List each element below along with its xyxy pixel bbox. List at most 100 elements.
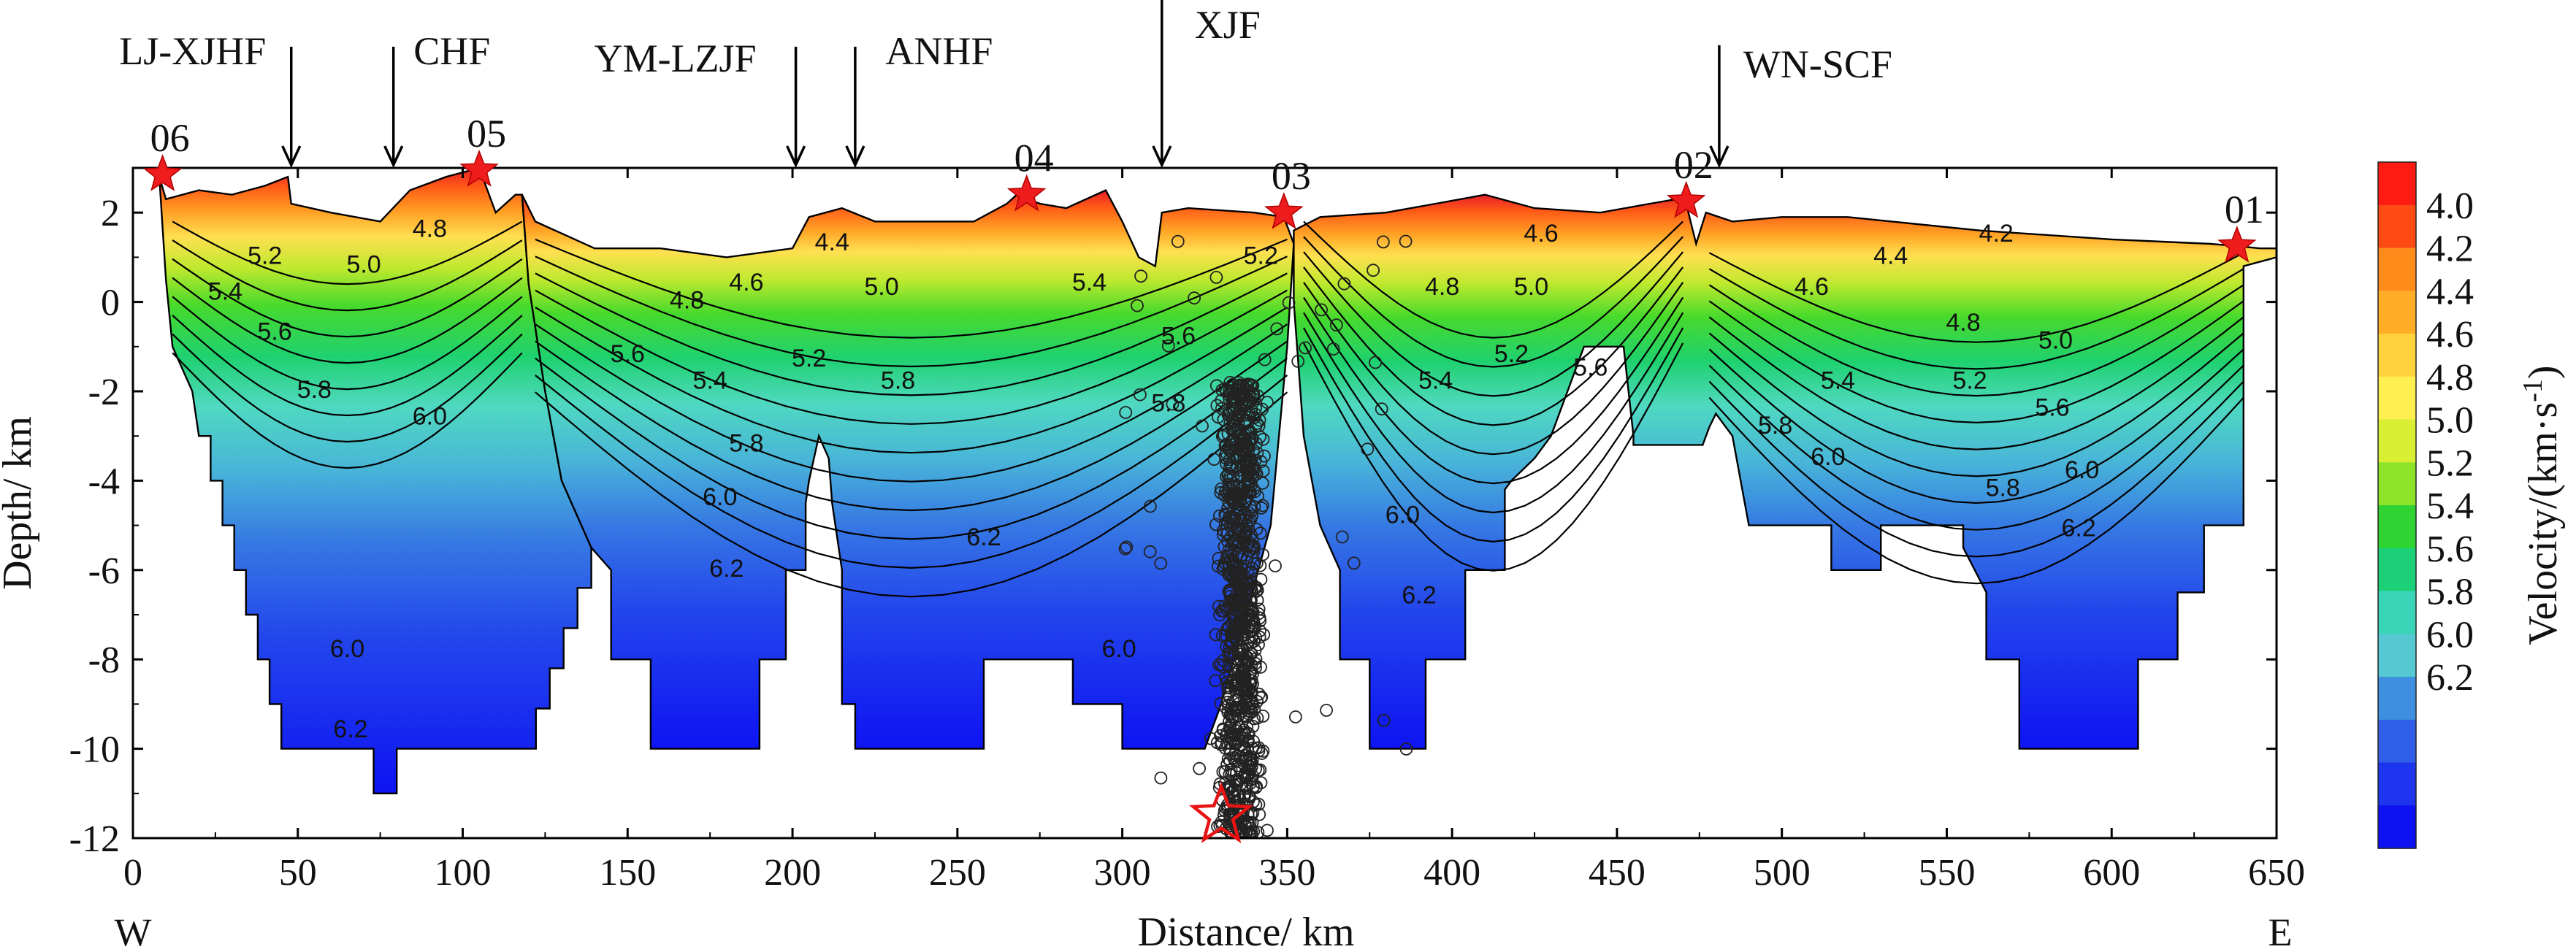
colorbar-title-exponent: -1 bbox=[2518, 379, 2548, 402]
hypocenter bbox=[1399, 742, 1413, 756]
hypocenter bbox=[1326, 342, 1340, 356]
contour-label: 5.8 bbox=[881, 367, 915, 395]
contour-east-b-line bbox=[1708, 316, 2244, 450]
hypocenter bbox=[1161, 339, 1175, 353]
hypocenter bbox=[1242, 828, 1256, 838]
contour-label: 6.0 bbox=[1101, 635, 1136, 663]
hypocenter bbox=[1245, 504, 1258, 518]
hypocenter bbox=[1249, 780, 1263, 794]
x-tick-label: 450 bbox=[1589, 852, 1646, 894]
contour-label: 4.8 bbox=[670, 287, 704, 315]
hypocenter bbox=[1261, 396, 1274, 409]
mainshock-marker bbox=[1189, 782, 1254, 843]
hypocenter bbox=[1248, 656, 1262, 670]
fault-arrow-head bbox=[383, 145, 404, 169]
contour-label: 4.8 bbox=[413, 215, 447, 243]
colorbar-band bbox=[2378, 247, 2416, 291]
hypocenter bbox=[1223, 747, 1237, 761]
hypocenter bbox=[1134, 269, 1147, 283]
x-tick-label: 100 bbox=[435, 852, 492, 894]
station-label: 03 bbox=[1272, 154, 1311, 198]
hypocenter bbox=[1235, 655, 1248, 668]
fault-label: WN-SCF bbox=[1743, 42, 1892, 86]
hypocenter bbox=[1131, 299, 1144, 312]
x-tick-label: 0 bbox=[123, 852, 142, 894]
hypocenter bbox=[1229, 736, 1243, 750]
hypocenter bbox=[1235, 592, 1249, 605]
colorbar-tick-label: 5.6 bbox=[2426, 529, 2474, 570]
x-tick-label: 600 bbox=[2083, 852, 2140, 894]
hypocenter bbox=[1235, 514, 1248, 528]
hypocenter bbox=[1255, 691, 1269, 704]
hypocenter bbox=[1361, 442, 1375, 456]
contour-label: 5.0 bbox=[1514, 273, 1548, 301]
hypocenter bbox=[1231, 759, 1245, 772]
station-star bbox=[459, 149, 499, 187]
contour-label: 5.8 bbox=[1151, 389, 1185, 417]
hypocenter bbox=[1289, 710, 1302, 723]
y-tick-label: -4 bbox=[88, 461, 120, 502]
fault-label: YM-LZJF bbox=[595, 37, 757, 80]
x-axis: 0 50 100 150 200 250 300 350 400 450 500 550 600 650 bbox=[123, 168, 2305, 894]
contour-label: 5.4 bbox=[208, 277, 242, 305]
fault-arrow-head bbox=[281, 145, 302, 169]
hypocenter bbox=[1219, 509, 1233, 522]
contour-east-b-line bbox=[1708, 284, 2244, 397]
hypocenter bbox=[1256, 710, 1270, 723]
hypocenter bbox=[1226, 537, 1239, 550]
hypocenter bbox=[1399, 234, 1413, 248]
contour-east-b-line bbox=[1708, 364, 2244, 531]
hypocenter bbox=[1249, 420, 1263, 434]
hypocenter bbox=[1238, 789, 1252, 802]
colorbar-band bbox=[2378, 762, 2416, 806]
y-axis: 2 0 -2 -4 -6 -8 -10 -12 bbox=[69, 193, 2277, 860]
hypocenter bbox=[1320, 704, 1333, 717]
station-star bbox=[1264, 192, 1304, 229]
contour-label: 5.8 bbox=[729, 429, 763, 457]
contour-label: 5.8 bbox=[1758, 412, 1792, 439]
hypocenter bbox=[1255, 402, 1269, 416]
colorbar-tick-label: 4.4 bbox=[2426, 271, 2474, 312]
hypocenter bbox=[1249, 402, 1262, 415]
colorbar-tick-label: 6.2 bbox=[2426, 657, 2474, 699]
hypocenter bbox=[1225, 594, 1239, 607]
contour-central-line bbox=[535, 357, 1288, 540]
contour-east-a-line bbox=[1303, 327, 1684, 543]
contour-label: 6.0 bbox=[2065, 456, 2099, 484]
hypocenter bbox=[1245, 815, 1259, 829]
contour-east-b-line bbox=[1708, 348, 2244, 504]
colorbar-band bbox=[2378, 505, 2416, 549]
x-tick-label: 150 bbox=[599, 852, 656, 894]
hypocenter bbox=[1282, 296, 1296, 310]
contour-central-line bbox=[535, 306, 1288, 454]
x-tick-label: 350 bbox=[1258, 852, 1315, 894]
contour-label: 5.2 bbox=[792, 345, 826, 372]
hypocenter bbox=[1223, 440, 1237, 454]
colorbar-tick-label: 4.6 bbox=[2426, 314, 2474, 356]
hypocenter bbox=[1347, 556, 1361, 570]
contour-label: 4.8 bbox=[1425, 273, 1459, 301]
hypocenter bbox=[1227, 663, 1241, 677]
x-tick-label: 650 bbox=[2248, 852, 2305, 894]
contour-central-line bbox=[535, 340, 1288, 512]
hypocenter bbox=[1222, 621, 1236, 634]
hypocenter bbox=[1245, 561, 1259, 575]
contour-label: 6.2 bbox=[966, 523, 1001, 551]
hypocenter bbox=[1222, 543, 1236, 557]
hypocenter bbox=[1228, 676, 1242, 690]
hypocenter bbox=[1236, 754, 1249, 767]
hypocenter bbox=[1218, 429, 1231, 442]
hypocenter bbox=[1253, 630, 1266, 644]
contour-label: 6.0 bbox=[703, 483, 737, 511]
contour-label: 4.6 bbox=[729, 269, 763, 296]
x-tick-label: 250 bbox=[929, 852, 986, 894]
hypocenter bbox=[1291, 354, 1305, 368]
hypocenter bbox=[1242, 707, 1256, 721]
y-tick-label: -6 bbox=[88, 550, 120, 592]
hypocenter bbox=[1236, 633, 1249, 647]
fault-arrow-head bbox=[1152, 145, 1172, 169]
contour-label: 5.0 bbox=[346, 251, 381, 279]
hypocenter bbox=[1223, 586, 1237, 600]
contour-label: 5.4 bbox=[693, 367, 727, 395]
hypocenter bbox=[1228, 721, 1242, 734]
